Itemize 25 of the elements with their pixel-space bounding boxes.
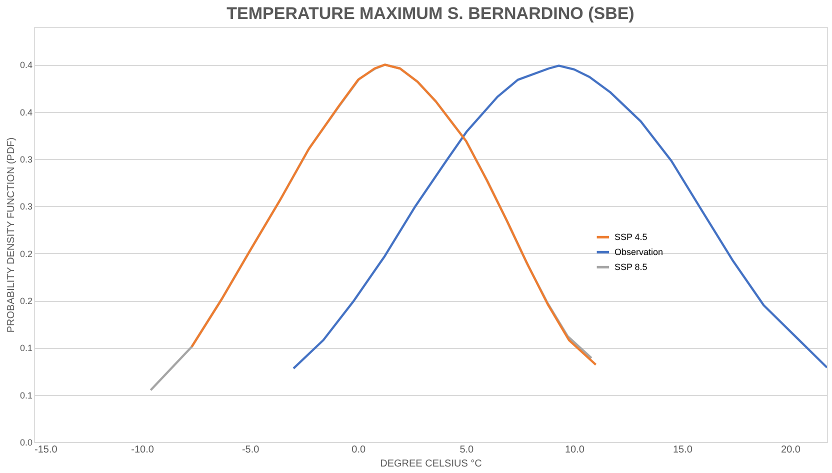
legend-label: SSP 8.5 [614,262,648,272]
x-tick-label: 20.0 [781,444,801,456]
x-tick-label: 15.0 [672,444,693,456]
y-tick-label: 0.3 [20,202,32,212]
y-tick-label: 0.2 [20,296,32,306]
y-axis-title: PROBABILITY DENSITY FUNCTION (PDF) [6,137,17,333]
x-tick-label: -10.0 [131,444,154,456]
x-axis-title: DEGREE CELSIUS °C [380,458,482,470]
x-tick-label: 10.0 [564,444,585,456]
y-tick-label: 0.2 [20,248,32,259]
y-tick-label: 0.4 [20,60,32,70]
x-tick-label: 5.0 [460,444,474,456]
legend-label: SSP 4.5 [614,232,648,242]
x-tick-label: -15.0 [34,444,58,456]
x-tick-label: -5.0 [242,444,260,456]
y-tick-label: 0.4 [20,107,32,118]
line-series [292,64,827,370]
y-tick-label: 0.1 [20,390,32,400]
y-tick-label: 0.1 [20,343,32,354]
chart-title: TEMPERATURE MAXIMUM S. BERNARDINO (SBE) [226,4,634,23]
y-tick-label: 0.3 [20,154,32,165]
legend-label: Observation [614,247,663,258]
x-tick-label: 0.0 [352,444,366,456]
line-series [190,64,597,366]
y-tick-label: 0.0 [20,438,32,448]
